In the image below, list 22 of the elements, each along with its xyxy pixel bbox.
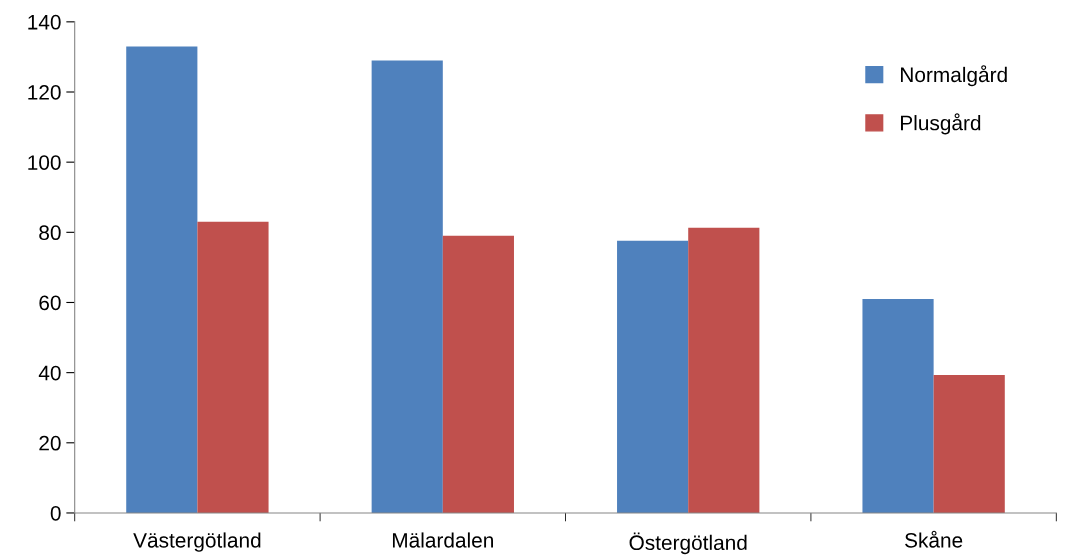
bar	[442, 235, 514, 513]
bar	[126, 46, 198, 513]
bar	[688, 227, 760, 513]
bar	[371, 60, 443, 513]
y-tick-label: 120	[28, 85, 61, 100]
y-tick-label: 140	[28, 14, 61, 30]
bar	[617, 240, 689, 513]
y-tick-label: 60	[39, 295, 61, 311]
y-tick-label: 20	[39, 435, 61, 451]
y-tick-label: 100	[28, 155, 61, 170]
bar	[933, 375, 1005, 513]
legend-label: Plusgård	[901, 113, 981, 135]
y-tick-label: 40	[38, 365, 61, 381]
x-tick-label: Skåne	[905, 530, 963, 548]
y-tick-label: 0	[50, 505, 61, 521]
x-tick-label: Mälardalen	[392, 532, 493, 548]
x-tick-label: Västergötland	[133, 532, 261, 552]
y-tick-label: 80	[39, 225, 61, 241]
bar	[197, 221, 269, 513]
x-tick-label: Östergötland	[629, 532, 747, 555]
legend-label: Normalgård	[901, 65, 1007, 87]
bar	[862, 298, 934, 513]
